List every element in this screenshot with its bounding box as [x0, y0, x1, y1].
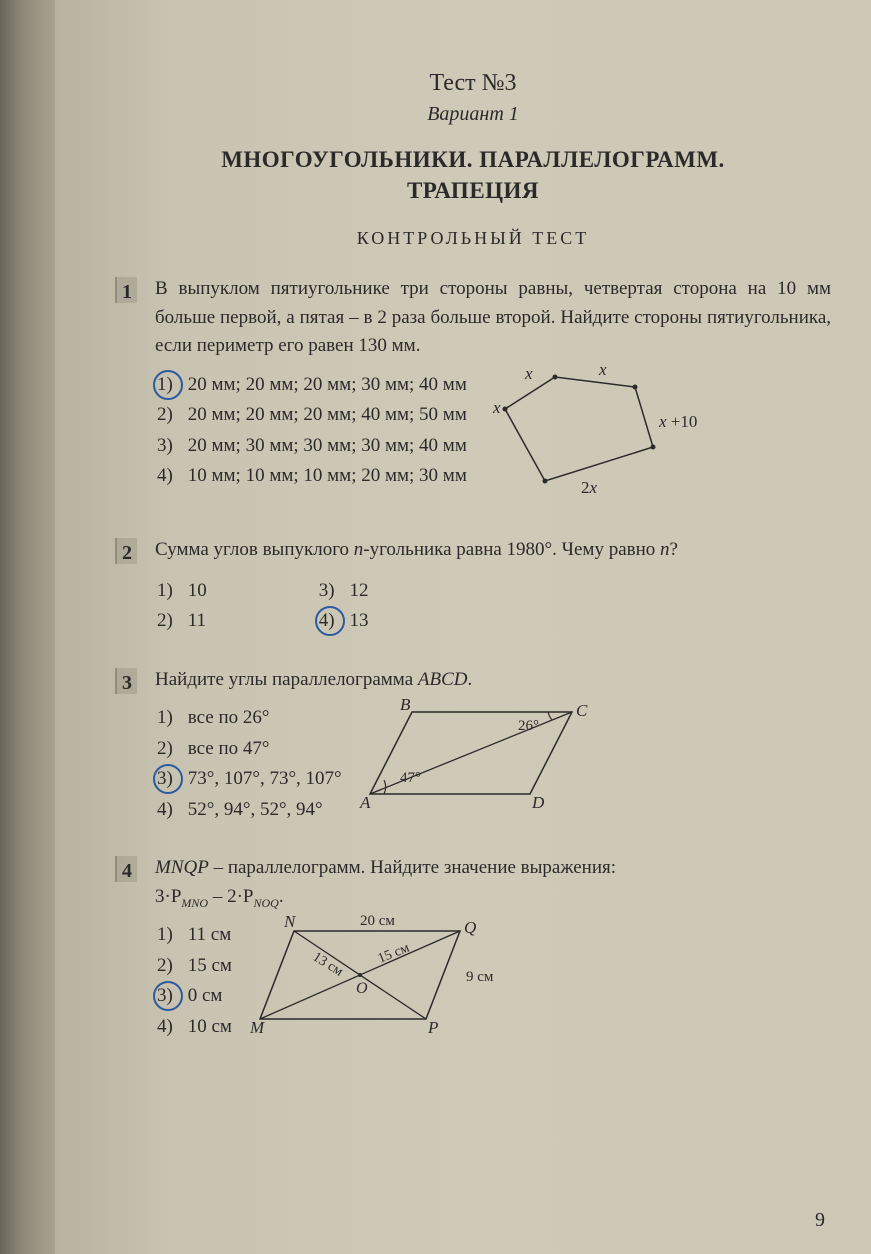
problem-4: 4 MNQP – параллелограмм. Найдите значени… — [115, 854, 831, 1049]
svg-text:47°: 47° — [400, 770, 421, 786]
svg-text:A: A — [359, 793, 371, 812]
answer-option: 1) все по 26° — [155, 704, 342, 733]
book-binding — [0, 0, 55, 1254]
answer-option: 2) все по 47° — [155, 735, 342, 764]
answer-option: 3) 20 мм; 30 мм; 30 мм; 30 мм; 40 мм — [155, 432, 467, 461]
svg-text:N: N — [283, 912, 297, 931]
problem-1: 1 В выпуклом пятиугольнике три стороны р… — [115, 275, 831, 508]
answer-option: 3) 12 — [317, 577, 369, 606]
svg-text:D: D — [531, 793, 545, 812]
svg-text:26°: 26° — [518, 718, 539, 734]
answer-option: 4) 10 см — [155, 1013, 232, 1042]
page-content: Тест №3 Вариант 1 МНОГОУГОЛЬНИКИ. ПАРАЛЛ… — [55, 0, 871, 1254]
problem-stem: MNQP – параллелограмм. Найдите значение … — [155, 854, 831, 911]
answer-list: 1) 10 2) 11 — [155, 575, 207, 638]
svg-text:9 см: 9 см — [466, 969, 494, 985]
svg-text:x: x — [524, 364, 533, 383]
svg-text:C: C — [576, 701, 588, 720]
answer-option: 1) 10 — [155, 577, 207, 606]
svg-text:x +10: x +10 — [658, 412, 697, 431]
svg-text:O: O — [356, 980, 368, 997]
problem-stem: Сумма углов выпуклого n-угольника равна … — [155, 536, 831, 565]
page-number: 9 — [815, 1209, 825, 1232]
svg-text:20 см: 20 см — [360, 913, 395, 929]
svg-text:M: M — [249, 1018, 265, 1037]
answer-option: 2) 20 мм; 20 мм; 20 мм; 40 мм; 50 мм — [155, 401, 467, 430]
problem-2: 2 Сумма углов выпуклого n-угольника равн… — [115, 536, 831, 638]
problem-stem: В выпуклом пятиугольнике три стороны рав… — [155, 275, 831, 361]
topic-line2: ТРАПЕЦИЯ — [407, 178, 539, 203]
variant-label: Вариант 1 — [115, 103, 831, 126]
svg-text:x: x — [598, 360, 607, 379]
parallelogram-abcd-figure: B C A D 26° 47° — [360, 702, 831, 822]
answer-option: 4) 13 — [317, 607, 369, 636]
svg-text:P: P — [427, 1018, 438, 1037]
answer-option: 4) 52°, 94°, 52°, 94° — [155, 796, 342, 825]
problem-number: 2 — [115, 538, 137, 564]
parallelogram-mnqp-figure: M N Q P O 20 см 13 см 15 см 9 см — [250, 919, 831, 1049]
pentagon-figure: x x x x +10 2x — [485, 369, 831, 509]
answer-option: 1) 11 см — [155, 921, 232, 950]
svg-text:15 см: 15 см — [376, 941, 412, 967]
subtitle: КОНТРОЛЬНЫЙ ТЕСТ — [115, 228, 831, 249]
svg-text:2x: 2x — [581, 478, 598, 497]
svg-text:B: B — [400, 695, 411, 714]
topic-line1: МНОГОУГОЛЬНИКИ. ПАРАЛЛЕЛОГРАММ. — [221, 147, 725, 172]
problem-number: 4 — [115, 856, 137, 882]
topic-title: МНОГОУГОЛЬНИКИ. ПАРАЛЛЕЛОГРАММ. ТРАПЕЦИЯ — [115, 144, 831, 206]
answer-option: 2) 11 — [155, 607, 207, 636]
problem-number: 3 — [115, 668, 137, 694]
problem-number: 1 — [115, 277, 137, 303]
svg-text:Q: Q — [464, 918, 476, 937]
answer-option: 3) 73°, 107°, 73°, 107° — [155, 765, 342, 794]
svg-text:x: x — [492, 398, 501, 417]
answer-list: 3) 12 4) 13 — [317, 575, 369, 638]
answer-list: 1) 20 мм; 20 мм; 20 мм; 30 мм; 40 мм 2) … — [155, 369, 467, 493]
answer-list: 1) 11 см 2) 15 см 3) 0 см 4) 10 см — [155, 919, 232, 1043]
answer-list: 1) все по 26° 2) все по 47° 3) 73°, 107°… — [155, 702, 342, 826]
answer-option: 2) 15 см — [155, 952, 232, 981]
problem-3: 3 Найдите углы параллелограмма ABCD. 1) … — [115, 666, 831, 827]
problem-stem: Найдите углы параллелограмма ABCD. — [155, 666, 831, 695]
answer-option: 1) 20 мм; 20 мм; 20 мм; 30 мм; 40 мм — [155, 371, 467, 400]
test-number: Тест №3 — [115, 70, 831, 97]
answer-option: 3) 0 см — [155, 982, 232, 1011]
answer-option: 4) 10 мм; 10 мм; 10 мм; 20 мм; 30 мм — [155, 462, 467, 491]
